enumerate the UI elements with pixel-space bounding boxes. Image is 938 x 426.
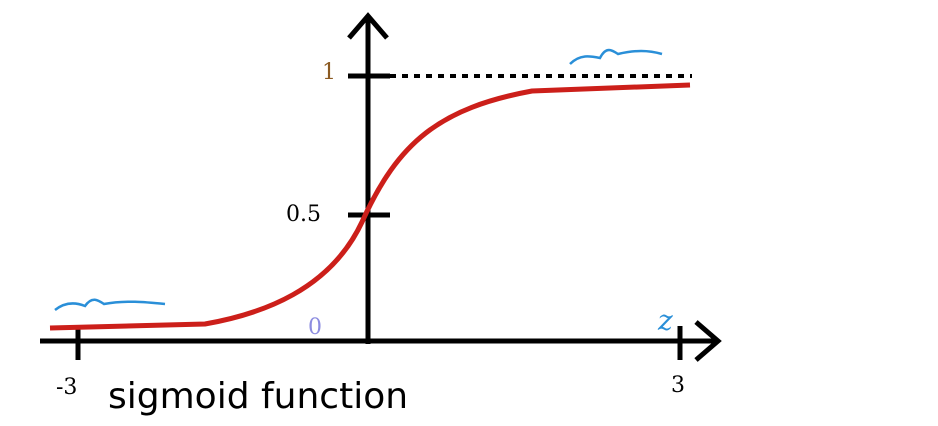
annotation-squiggle [54, 298, 166, 311]
label-minus-three: -3 [56, 375, 77, 400]
annotation-squiggle [569, 48, 663, 65]
label-origin: 0 [308, 315, 322, 340]
sigmoid-curve [49, 82, 691, 331]
x-arrowhead [694, 320, 722, 362]
label-half: 0.5 [286, 202, 321, 227]
y-arrowhead [347, 12, 389, 40]
label-three: 3 [671, 373, 685, 398]
caption: sigmoid function [108, 376, 408, 417]
label-z: z [657, 304, 673, 337]
label-one: 1 [322, 60, 336, 85]
